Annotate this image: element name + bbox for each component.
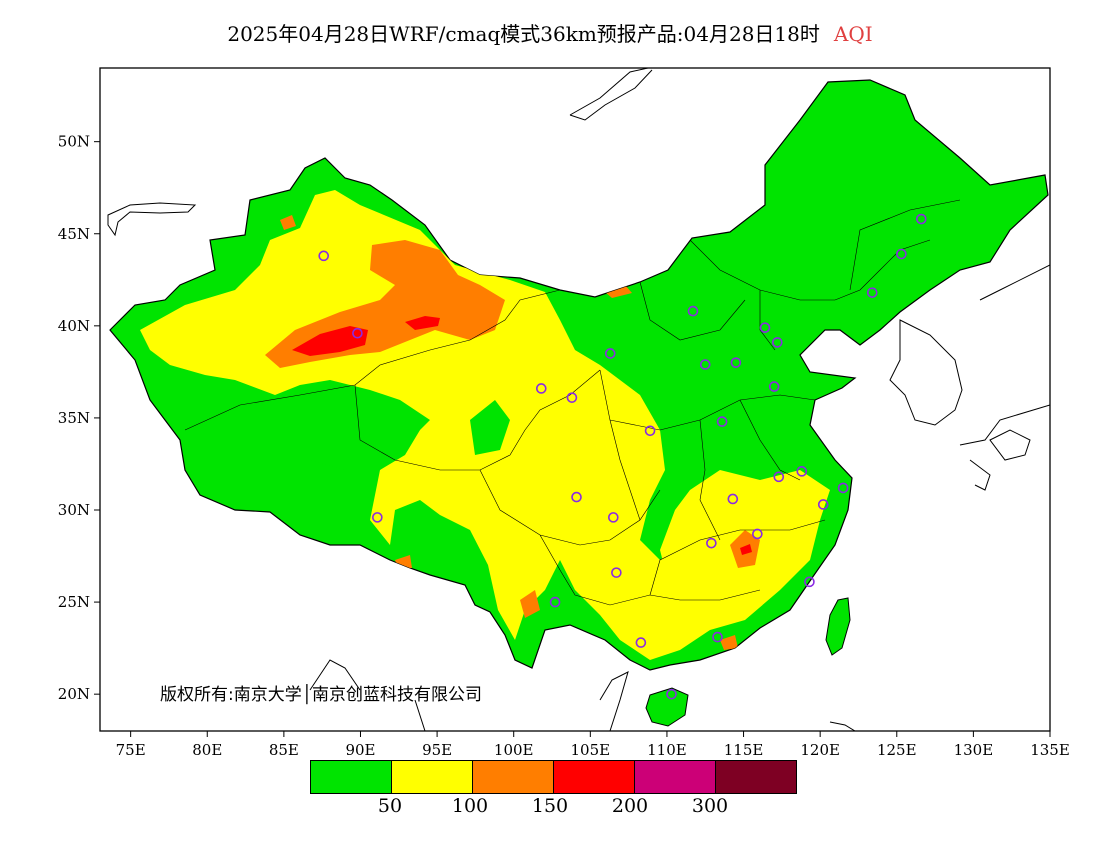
aqi-region-red-taklamakan: [292, 316, 752, 555]
station-marker: [796, 466, 808, 477]
province-borders: [184, 199, 961, 606]
station-marker: [566, 392, 578, 403]
station-marker: [372, 512, 383, 523]
x-tick-label: 95E: [422, 741, 452, 759]
title-text: 2025年04月28日WRF/cmaq模式36km预报产品:04月28日18时: [227, 22, 820, 46]
legend-swatch-3: [473, 761, 554, 793]
x-tick-label: 125E: [877, 741, 917, 759]
taiwan-outline: [825, 597, 851, 656]
station-marker: [706, 537, 717, 549]
station-marker: [817, 499, 829, 510]
station-marker: [768, 381, 780, 392]
x-tick-label: 75E: [116, 741, 146, 759]
x-axis: 75E 80E 85E 90E 95E 100E 105E 110E 115E 120E 125E 1…: [116, 731, 1070, 759]
x-tick-label: 100E: [494, 741, 534, 759]
station-marker: [687, 305, 699, 317]
station-marker: [730, 357, 742, 368]
indochina-outline: [309, 659, 856, 731]
x-tick-label: 120E: [800, 741, 840, 759]
aqi-legend-bar: [310, 760, 797, 794]
legend-swatch-1: [311, 761, 392, 793]
station-marker: [699, 359, 711, 370]
x-tick-label: 105E: [571, 741, 611, 759]
aqi-region-green-basin: [290, 395, 510, 470]
station-marker: [759, 322, 771, 333]
legend-label-50: 50: [377, 795, 403, 817]
korea-japan-outline: [889, 264, 1050, 491]
legend-label-200: 200: [611, 795, 649, 817]
x-tick-label: 85E: [269, 741, 299, 759]
station-marker: [318, 250, 330, 262]
station-marker: [608, 512, 619, 523]
station-marker: [549, 596, 561, 608]
y-tick-label: 30N: [58, 501, 90, 519]
y-tick-label: 20N: [58, 685, 90, 703]
station-marker: [571, 491, 582, 503]
station-marker: [712, 631, 723, 643]
russia-coast-outline: [569, 68, 653, 121]
legend-label-150: 150: [531, 795, 569, 817]
station-marker: [644, 425, 656, 437]
title-aqi-label: AQI: [833, 22, 873, 46]
legend-swatch-5: [635, 761, 716, 793]
legend-swatch-6: [716, 761, 796, 793]
legend-label-300: 300: [691, 795, 729, 817]
station-marker: [611, 567, 622, 578]
station-marker: [716, 416, 728, 427]
station-marker: [727, 493, 739, 505]
station-marker: [915, 213, 927, 225]
map-title: 2025年04月28日WRF/cmaq模式36km预报产品:04月28日18时 A…: [0, 18, 1100, 47]
station-marker: [866, 287, 878, 298]
x-tick-label: 90E: [345, 741, 375, 759]
monitoring-stations: [318, 213, 927, 700]
y-tick-label: 40N: [58, 317, 90, 335]
y-tick-label: 35N: [58, 409, 90, 427]
station-marker: [535, 383, 547, 394]
station-marker: [635, 637, 647, 648]
x-tick-label: 135E: [1030, 741, 1070, 759]
station-marker: [752, 528, 763, 540]
legend-label-100: 100: [451, 795, 489, 817]
station-marker: [804, 576, 815, 588]
y-tick-label: 25N: [58, 593, 90, 611]
station-marker: [773, 471, 785, 483]
x-tick-label: 80E: [192, 741, 222, 759]
x-tick-label: 110E: [647, 741, 687, 759]
copyright-text: 版权所有:南京大学│南京创蓝科技有限公司: [160, 685, 482, 705]
map-frame: [99, 67, 1051, 732]
y-tick-label: 45N: [58, 225, 90, 243]
hainan-island: [645, 687, 689, 727]
legend-swatch-2: [392, 761, 473, 793]
station-marker: [896, 248, 907, 260]
y-axis: 50N 45N 40N 35N 30N 25N 20N: [58, 133, 100, 703]
station-marker: [604, 348, 616, 359]
station-marker: [666, 688, 677, 700]
station-marker: [771, 337, 783, 348]
y-tick-label: 50N: [58, 133, 90, 151]
station-marker: [352, 327, 363, 339]
x-tick-label: 130E: [954, 741, 994, 759]
legend-swatch-4: [554, 761, 635, 793]
x-tick-label: 115E: [724, 741, 764, 759]
station-marker: [837, 482, 849, 494]
kazakh-lake-outline: [107, 202, 197, 237]
